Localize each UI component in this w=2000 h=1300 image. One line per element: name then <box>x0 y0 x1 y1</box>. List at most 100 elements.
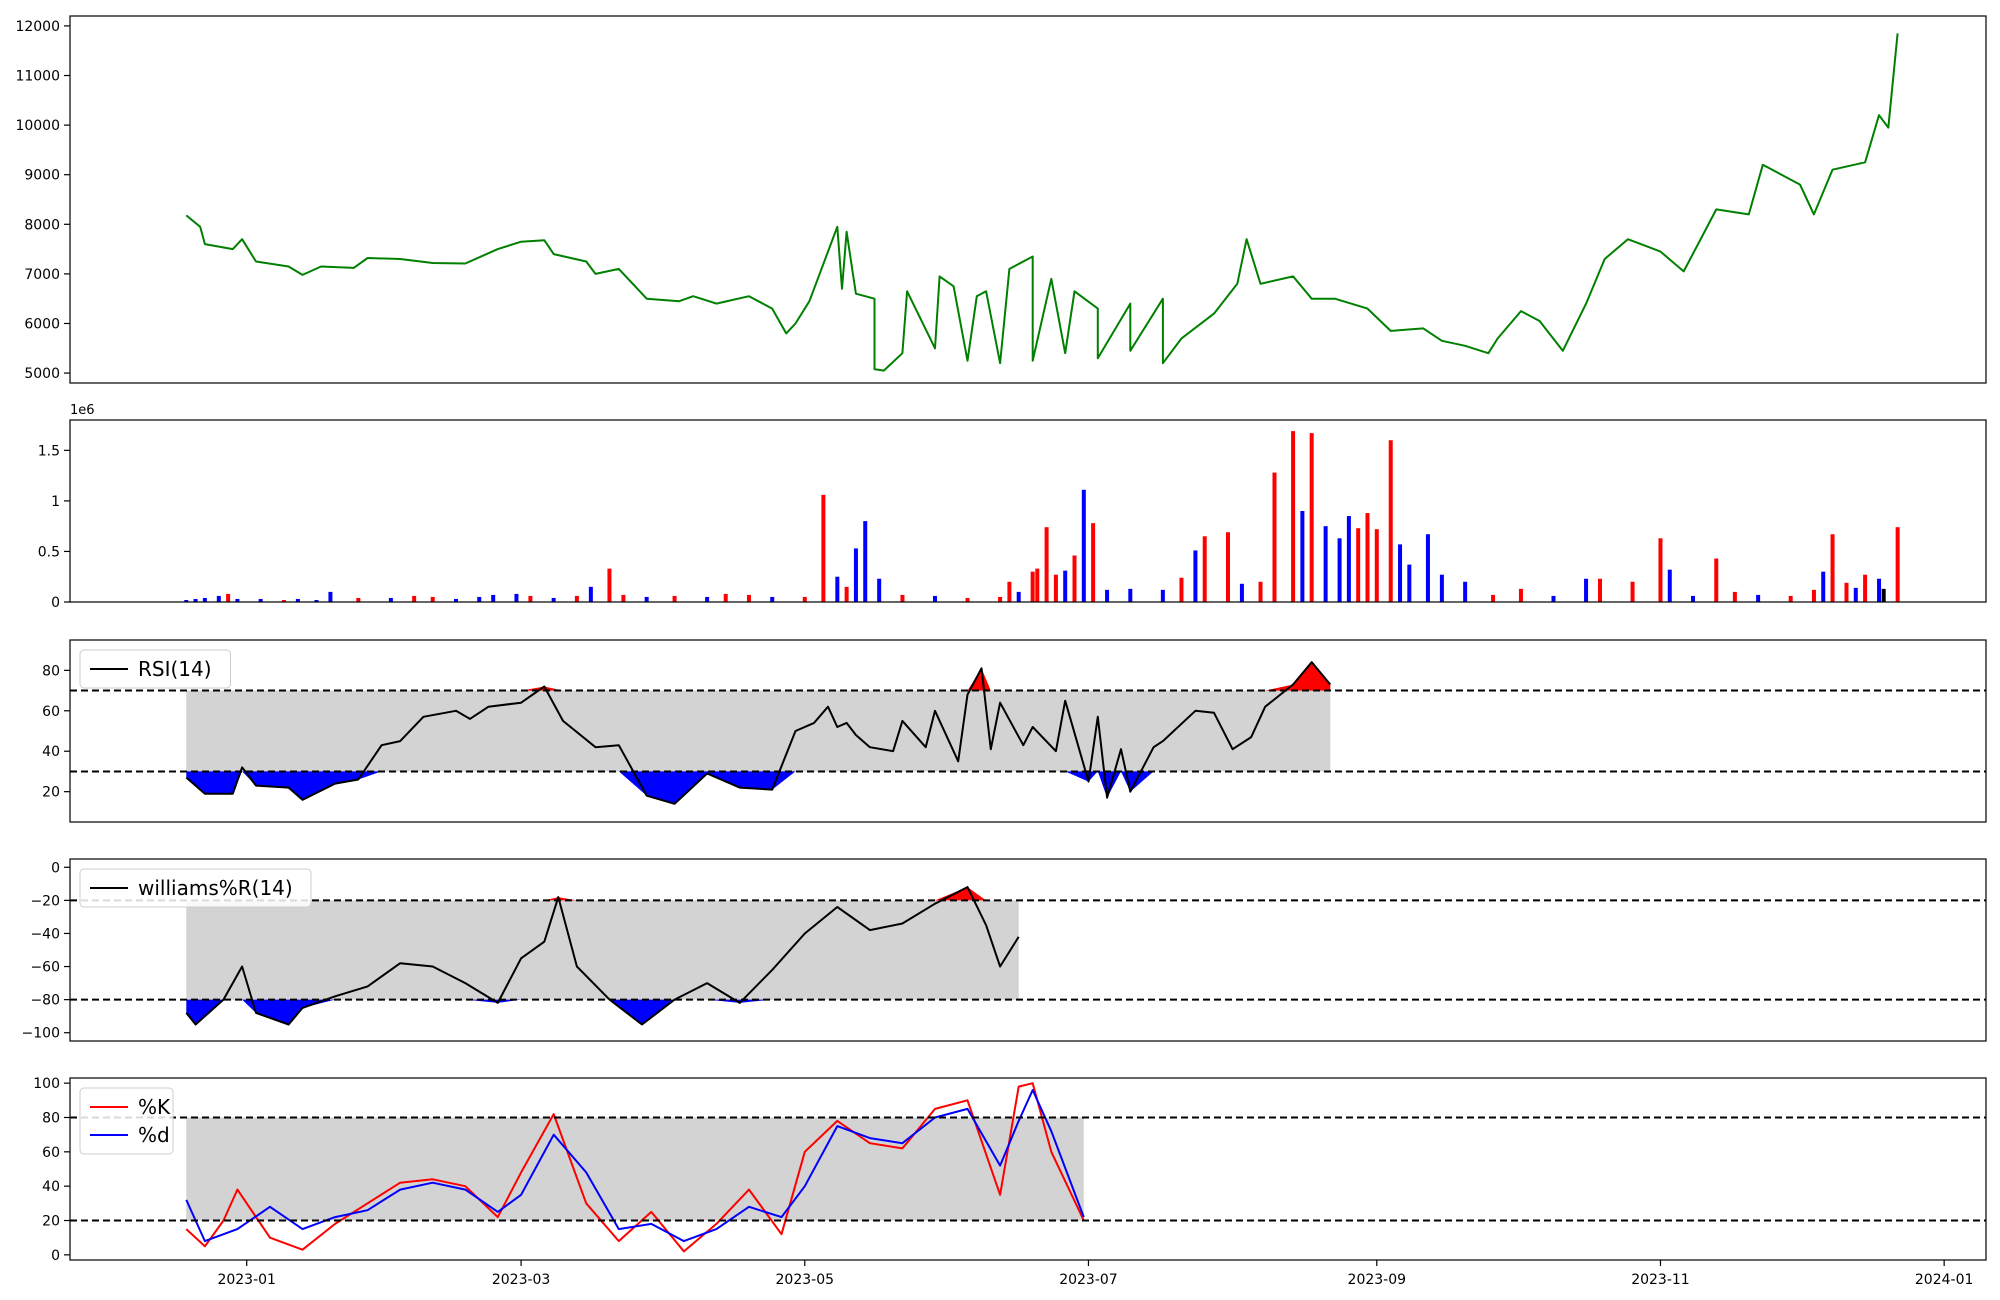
volume-bar <box>1551 595 1556 602</box>
volume-bar <box>1053 574 1058 602</box>
rsi-legend-label: RSI(14) <box>138 657 212 681</box>
rsi-ytick-label: 40 <box>42 744 60 760</box>
volume-bar <box>863 521 868 602</box>
rsi-panel: 20 40 60 80 RSI(14) <box>42 639 1987 823</box>
volume-bar <box>1811 589 1816 602</box>
volume-bar <box>821 494 826 602</box>
volume-bar <box>607 568 612 602</box>
volume-bar <box>705 596 710 602</box>
volume-bar <box>1179 577 1184 602</box>
volume-bar <box>1598 578 1603 602</box>
volume-bar <box>1193 550 1198 602</box>
volume-bar <box>900 594 905 602</box>
stoch-ytick-label: 20 <box>42 1214 60 1230</box>
williams-legend-label: williams%R(14) <box>138 876 293 900</box>
volume-bar <box>1291 431 1296 602</box>
volume-bar <box>551 597 556 602</box>
volume-bar <box>1063 570 1068 602</box>
williams-ytick-label: −100 <box>22 1026 60 1042</box>
volume-bar <box>1877 578 1882 602</box>
williams-legend: williams%R(14) <box>79 868 312 908</box>
williams-axes-frame <box>69 858 1987 1042</box>
rsi-legend: RSI(14) <box>79 649 231 689</box>
stoch-ytick-label: 100 <box>33 1076 60 1092</box>
volume-bar <box>835 576 840 602</box>
xtick-label: 2023-05 <box>776 1272 835 1288</box>
volume-bar <box>1365 513 1370 602</box>
volume-bar <box>770 596 775 602</box>
volume-bar <box>1667 569 1672 602</box>
volume-bar <box>1407 564 1412 602</box>
volume-bar <box>477 596 482 602</box>
volume-bar <box>621 594 626 602</box>
volume-bar <box>356 597 361 602</box>
volume-bar <box>588 586 593 602</box>
rsi-axes-frame <box>69 639 1987 823</box>
rsi-ytick-label: 60 <box>42 704 60 720</box>
xtick-label: 2023-01 <box>217 1272 276 1288</box>
stoch-ytick-label: 60 <box>42 1145 60 1161</box>
volume-ytick-label: 1 <box>51 494 60 510</box>
rsi-ytick-label: 80 <box>42 663 60 679</box>
volume-bar <box>1035 568 1040 602</box>
volume-bar <box>1225 532 1230 602</box>
xtick-label: 2023-11 <box>1631 1272 1690 1288</box>
stoch-legend: %K %d <box>79 1087 174 1155</box>
volume-bar <box>1518 588 1523 602</box>
price-ytick-label: 8000 <box>24 217 60 233</box>
price-axes-frame <box>69 15 1987 384</box>
volume-bar <box>1202 536 1207 602</box>
price-ytick-label: 7000 <box>24 267 60 283</box>
volume-bar <box>491 594 496 602</box>
rsi-overbought-fill <box>186 662 1331 691</box>
volume-bar <box>453 598 458 602</box>
volume-bar <box>1258 581 1263 602</box>
williams-ytick-label: −20 <box>30 893 60 909</box>
stoch-legend-label: %d <box>138 1123 170 1147</box>
volume-bar <box>1081 489 1086 602</box>
volume-bar <box>1309 433 1314 602</box>
williams-ytick-label: −60 <box>30 960 60 976</box>
volume-bar <box>235 598 240 602</box>
volume-bar <box>1105 589 1110 602</box>
rsi-ytick-label: 20 <box>42 785 60 801</box>
volume-bar <box>998 596 1003 602</box>
rsi-legend-box <box>79 649 231 689</box>
volume-bar <box>1346 516 1351 602</box>
volume-bar <box>226 593 231 602</box>
volume-bar <box>932 595 937 602</box>
price-series-line-0 <box>185 33 1899 372</box>
volume-bar <box>430 596 435 602</box>
williams-ytick-label: −40 <box>30 926 60 942</box>
volume-ytick-label: 0 <box>51 595 60 611</box>
volume-bar <box>1491 594 1496 602</box>
volume-bar <box>258 598 263 602</box>
volume-bar <box>1300 511 1305 602</box>
volume-bar <box>1732 591 1737 602</box>
volume-bar <box>1272 472 1277 602</box>
volume-bar <box>1239 583 1244 602</box>
volume-bar <box>1425 534 1430 602</box>
stoch-series-line-1 <box>185 1089 1085 1243</box>
volume-bar <box>1788 595 1793 602</box>
volume-bar <box>1895 527 1900 602</box>
williams-legend-box <box>79 868 312 908</box>
price-ytick-label: 12000 <box>15 19 60 35</box>
volume-bar <box>1691 595 1696 602</box>
stoch-axes-frame <box>69 1077 1987 1261</box>
price-panel: 5000 6000 7000 8000 9000 10000 11000 12000 <box>15 15 1987 384</box>
volume-bar <box>1881 588 1886 602</box>
price-ytick-label: 6000 <box>24 316 60 332</box>
price-ytick-label: 9000 <box>24 168 60 184</box>
price-ytick-label: 11000 <box>15 69 60 85</box>
volume-bar <box>644 596 649 602</box>
williams-ytick-label: −80 <box>30 993 60 1009</box>
williams-series-line-0 <box>185 886 1020 1026</box>
volume-bar <box>746 594 751 602</box>
volume-bar <box>514 593 519 602</box>
williams-panel: 0 −20 −40 −60 −80 −100 williams%R(14) <box>22 858 1987 1042</box>
volume-bar <box>216 595 221 602</box>
xtick-label: 2023-09 <box>1348 1272 1407 1288</box>
volume-bar <box>1091 523 1096 602</box>
